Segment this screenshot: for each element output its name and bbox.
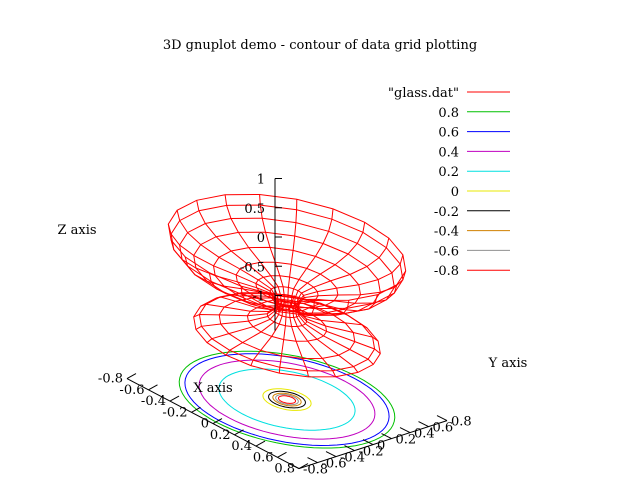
x-tick-mark [126,373,137,380]
legend-label: 0.6 [438,126,459,141]
legend-label: -0.6 [434,244,459,259]
surface-meridian [224,194,282,310]
z-tick-label: 0.5 [244,202,265,217]
surface-meridian [184,256,278,343]
contour-lines [178,350,396,449]
legend-label: -0.4 [434,225,459,240]
legend-label: 0.8 [438,106,459,121]
x-tick-label: -0.8 [98,372,123,387]
x-tick-label: -0.4 [141,394,166,409]
y-tick-label: 0.8 [451,415,472,430]
y-tick-label: -0.2 [359,445,384,460]
contour-level--0.6 [275,394,299,406]
surface-meridian [287,199,298,311]
surface-meridian [293,222,366,316]
legend: "glass.dat" 0.8 0.6 0.4 0.2 0 -0.2 -0.4 -0.6 -0.8 [388,86,510,279]
z-axis-label: Z axis [57,223,96,238]
surface-meridian [297,254,404,342]
x-tick-label: 0.2 [210,428,231,443]
x-tick-label: 0 [201,417,209,432]
y-tick-label: 0.6 [433,421,454,436]
x-tick-label: 0.4 [231,439,252,454]
x-tick-mark [169,395,180,402]
surface-meridian [295,294,378,373]
legend-label: -0.2 [434,205,459,220]
surface-meridian [290,208,334,312]
contour-level--0.8 [278,395,296,404]
z-tick-label: 1 [257,173,265,188]
surface-meridian [176,210,278,313]
surface-meridian [289,300,315,378]
x-tick-mark [191,406,201,413]
x-tick-label: -0.6 [119,383,144,398]
legend-label: 0.2 [438,165,459,180]
y-axis-label: Y axis [488,356,528,371]
surface-meridian [292,300,350,377]
legend-label: -0.8 [434,264,459,279]
contour-level-0.6 [184,353,390,447]
contour-level--0.4 [272,392,302,407]
x-axis-label: X axis [193,381,232,396]
y-tick-mark [325,451,337,458]
x-tick-mark [255,440,266,447]
surface-meridian [296,237,390,329]
surface-ring [170,204,404,310]
surface-ring [212,246,362,314]
x-tick-label: 0.8 [274,462,295,477]
surface-meridian [170,239,277,330]
contour-level-0 [262,388,312,411]
axes: -0.8-0.6-0.4-0.200.20.40.60.8 -0.8-0.6-0.… [98,173,472,478]
x-tick-mark [212,418,223,425]
contour-level-0.8 [178,350,396,449]
y-tick-mark [307,457,318,464]
surface-meridian [196,200,279,311]
y-tick-label: 0.4 [414,427,435,442]
y-tick-label: -0.6 [322,457,347,472]
x-tick-label: 0.6 [253,450,274,465]
surface-ring [167,193,407,302]
y-tick-label: 0 [377,439,385,454]
legend-label: 0 [451,185,459,200]
glass-surface [167,193,407,378]
x-tick-label: -0.2 [162,405,187,420]
y-tick-mark [399,427,411,434]
z-tick-label: -0.5 [240,260,265,275]
contour-level-0.2 [218,368,356,431]
y-tick-mark [381,433,392,440]
x-tick-mark [234,429,244,436]
y-tick-label: 0.2 [396,433,417,448]
contour-level-0.4 [198,359,376,440]
chart-title: 3D gnuplot demo - contour of data grid p… [163,38,477,53]
z-tick-label: -1 [252,290,265,305]
y-tick-mark [288,463,300,470]
y-tick-label: -0.8 [303,463,328,478]
y-tick-mark [344,445,355,452]
y-tick-mark [362,439,374,446]
contour-level--0.2 [268,390,306,409]
y-tick-label: -0.4 [340,451,365,466]
surface-meridian [297,270,407,354]
surface-meridian [167,223,277,318]
x-tick-mark [298,463,309,470]
surface-meridian [276,295,287,374]
z-tick-label: 0 [257,231,265,246]
y-tick-mark [418,421,429,428]
y-tick-mark [436,415,448,422]
legend-label: "glass.dat" [388,86,459,101]
legend-label: 0.4 [438,145,459,160]
x-tick-mark [148,384,158,391]
surface-meridian [240,286,284,366]
x-tick-mark [277,451,287,458]
